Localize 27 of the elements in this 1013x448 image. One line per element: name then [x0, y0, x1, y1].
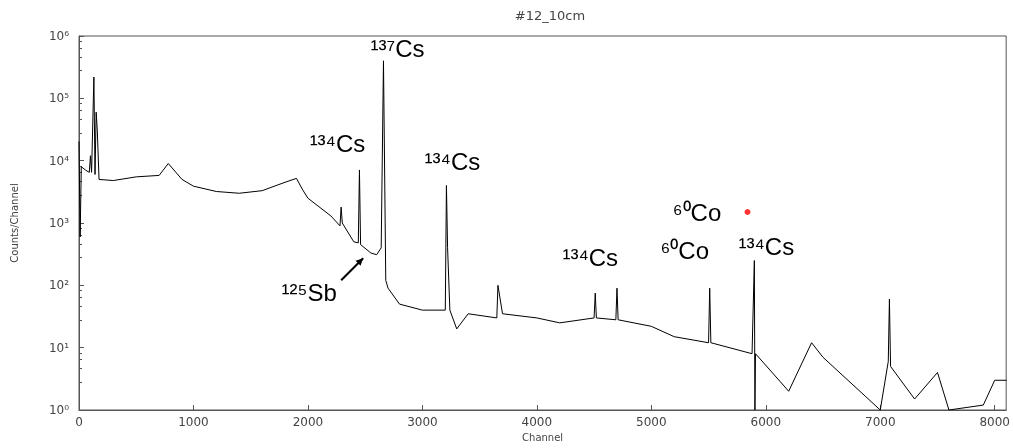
annotation: ⁶⁰Co — [660, 236, 709, 264]
annotation: ¹³⁴Cs — [738, 233, 795, 261]
chart-title: #12_10cm — [514, 8, 586, 23]
y-tick-label: 10⁰ — [48, 403, 70, 417]
annotation: ⁶⁰Co — [672, 198, 722, 226]
y-tick-label: 10³ — [48, 216, 70, 230]
y-axis-title: Counts/Channel — [8, 183, 20, 263]
annotation: ¹³⁴Cs — [309, 130, 366, 158]
x-tick-label: 5000 — [636, 415, 667, 429]
x-tick-label: 1000 — [178, 415, 209, 429]
x-tick-label: 0 — [75, 415, 83, 429]
x-tick-label: 2000 — [292, 415, 324, 429]
annotation: ¹³⁴Cs — [562, 243, 619, 271]
y-tick-label: 10¹ — [48, 340, 70, 355]
x-tick-label: 3000 — [407, 415, 438, 429]
x-tick-label: 8000 — [979, 415, 1010, 429]
y-tick-label: 10⁴ — [48, 153, 70, 168]
x-tick-label: 4000 — [521, 415, 553, 429]
annotation: ¹³⁷Cs — [370, 35, 425, 63]
annotation: ¹²⁵Sb — [281, 278, 337, 306]
y-tick-label: 10⁶ — [48, 29, 70, 43]
y-tick-label: 10² — [48, 278, 70, 293]
x-tick-label: 7000 — [864, 415, 896, 429]
annotation: ¹³⁴Cs — [424, 147, 481, 175]
y-tick-label: 10⁵ — [48, 91, 70, 106]
x-tick-label: 6000 — [750, 415, 782, 429]
x-axis-title: Channel — [522, 432, 564, 444]
